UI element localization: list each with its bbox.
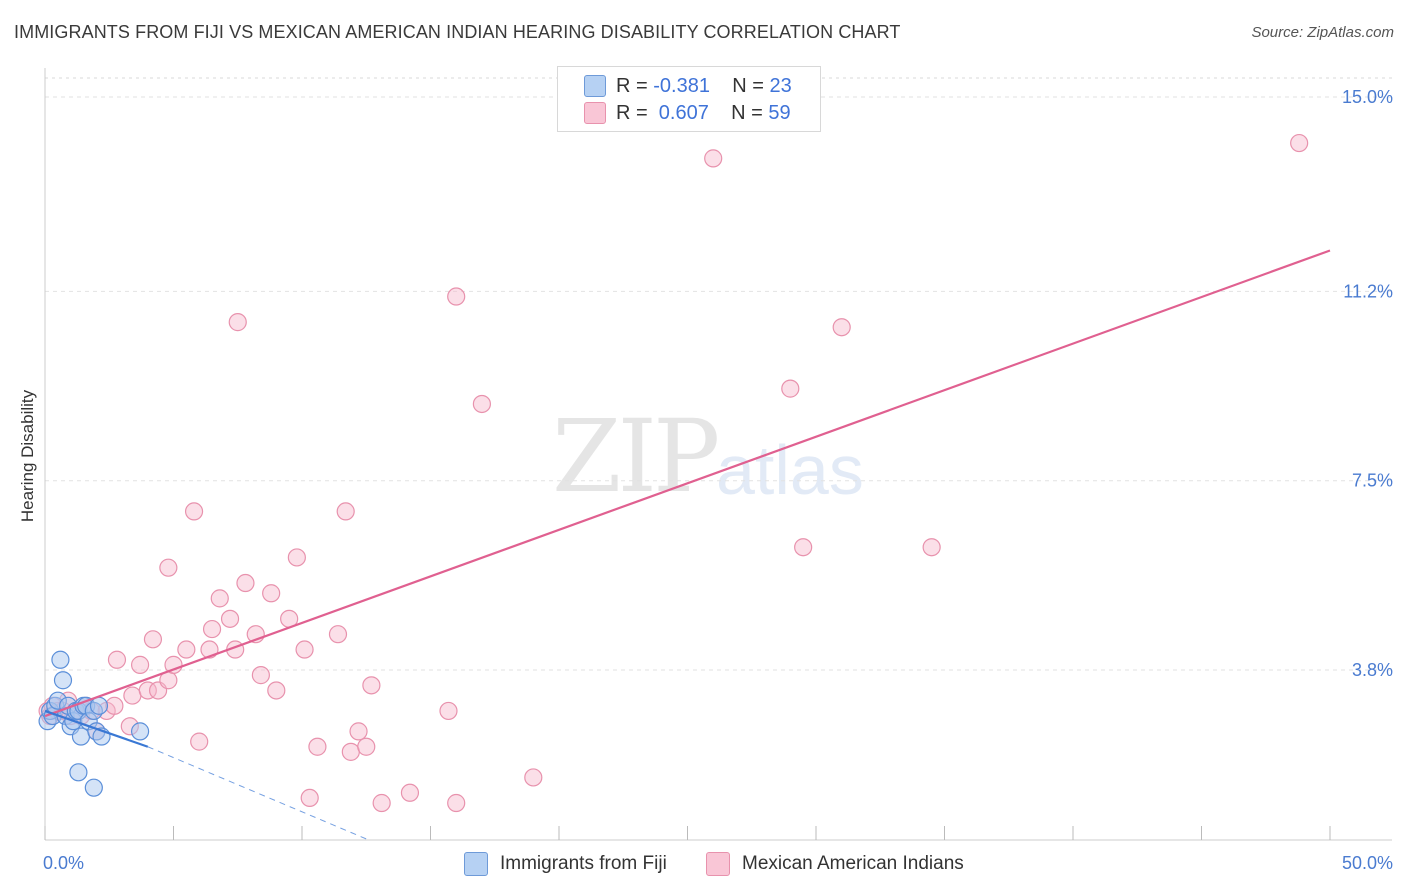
- legend-r-label: R =: [616, 74, 654, 97]
- point-mexican-american-indians: [228, 313, 247, 332]
- point-mexican-american-indians: [372, 793, 391, 813]
- point-mexican-american-indians: [123, 686, 142, 705]
- bottom-legend-swatch-fiji: [464, 852, 488, 876]
- point-mexican-american-indians: [236, 573, 255, 593]
- trend-extension-immigrants-from-fiji: [147, 746, 370, 841]
- watermark-atlas: atlas: [716, 431, 864, 509]
- point-mexican-american-indians: [107, 650, 127, 669]
- bottom-legend-fiji: Immigrants from Fiji: [464, 852, 667, 876]
- point-mexican-american-indians: [300, 788, 319, 808]
- point-mexican-american-indians: [704, 149, 723, 168]
- point-immigrants-from-fiji: [130, 722, 150, 741]
- point-mexican-american-indians: [105, 696, 124, 715]
- trend-line-mexican-american-indians: [44, 249, 1331, 718]
- point-mexican-american-indians: [262, 584, 281, 603]
- point-immigrants-from-fiji: [71, 727, 91, 746]
- point-mexican-american-indians: [143, 630, 163, 649]
- bottom-legend-swatch-mexam: [706, 852, 730, 876]
- point-mexican-american-indians: [447, 793, 466, 813]
- point-mexican-american-indians: [357, 737, 376, 756]
- point-mexican-american-indians: [159, 558, 178, 577]
- point-mexican-american-indians: [177, 640, 196, 659]
- point-mexican-american-indians: [184, 502, 204, 521]
- legend-n-value-mexam: 59: [768, 101, 791, 124]
- point-immigrants-from-fiji: [69, 763, 88, 782]
- point-mexican-american-indians: [295, 640, 314, 659]
- legend-row-fiji: R = -0.381 N = 23: [584, 74, 792, 98]
- point-mexican-american-indians: [287, 548, 306, 567]
- chart-source: Source: ZipAtlas.com: [1251, 24, 1394, 41]
- y-tick-label: 3.8%: [1352, 660, 1393, 680]
- point-mexican-american-indians: [400, 783, 420, 802]
- point-mexican-american-indians: [210, 589, 229, 608]
- point-mexican-american-indians: [472, 394, 491, 414]
- legend-n-value-fiji: 23: [769, 74, 792, 97]
- x-tick-label-max: 50.0%: [1342, 853, 1393, 873]
- point-mexican-american-indians: [190, 732, 209, 751]
- y-tick-label: 15.0%: [1342, 87, 1393, 107]
- bottom-legend-label-mexam: Mexican American Indians: [742, 853, 964, 874]
- bottom-legend-label-fiji: Immigrants from Fiji: [500, 853, 667, 874]
- point-mexican-american-indians: [202, 619, 222, 639]
- legend-r-label: R =: [616, 101, 654, 124]
- point-immigrants-from-fiji: [84, 778, 103, 797]
- legend-swatch-mexam: [584, 102, 606, 124]
- point-mexican-american-indians: [308, 737, 327, 756]
- point-mexican-american-indians: [220, 609, 240, 628]
- legend-r-value-mexam: 0.607: [653, 101, 709, 124]
- point-mexican-american-indians: [362, 676, 381, 695]
- point-immigrants-from-fiji: [53, 671, 73, 690]
- point-mexican-american-indians: [267, 681, 286, 700]
- point-mexican-american-indians: [524, 768, 543, 787]
- legend-r-value-fiji: -0.381: [653, 74, 710, 97]
- point-mexican-american-indians: [349, 722, 368, 741]
- point-mexican-american-indians: [447, 287, 466, 306]
- point-mexican-american-indians: [164, 655, 183, 674]
- point-mexican-american-indians: [336, 502, 355, 521]
- y-tick-label: 11.2%: [1343, 281, 1393, 301]
- y-tick-label: 7.5%: [1352, 471, 1393, 491]
- point-mexican-american-indians: [251, 666, 270, 685]
- point-mexican-american-indians: [781, 379, 800, 398]
- point-mexican-american-indians: [1290, 133, 1309, 153]
- point-mexican-american-indians: [794, 538, 813, 557]
- correlation-legend: R = -0.381 N = 23 R = 0.607 N = 59: [557, 66, 821, 132]
- legend-swatch-fiji: [584, 75, 606, 97]
- x-tick-label-min: 0.0%: [43, 853, 84, 873]
- point-mexican-american-indians: [922, 538, 941, 557]
- legend-row-mexam: R = 0.607 N = 59: [584, 101, 791, 125]
- legend-n-label: N =: [732, 74, 770, 97]
- point-mexican-american-indians: [138, 681, 157, 700]
- trend-line-immigrants-from-fiji: [44, 709, 149, 748]
- point-mexican-american-indians: [130, 655, 150, 674]
- point-immigrants-from-fiji: [51, 650, 70, 669]
- watermark-zip: ZIP: [552, 398, 720, 515]
- point-mexican-american-indians: [328, 625, 348, 644]
- bottom-legend-mexam: Mexican American Indians: [706, 852, 964, 876]
- chart-title: IMMIGRANTS FROM FIJI VS MEXICAN AMERICAN…: [14, 22, 901, 42]
- point-mexican-american-indians: [341, 742, 360, 761]
- point-mexican-american-indians: [832, 318, 851, 337]
- point-immigrants-from-fiji: [89, 696, 109, 715]
- legend-n-label: N =: [731, 101, 769, 124]
- point-mexican-american-indians: [439, 701, 458, 721]
